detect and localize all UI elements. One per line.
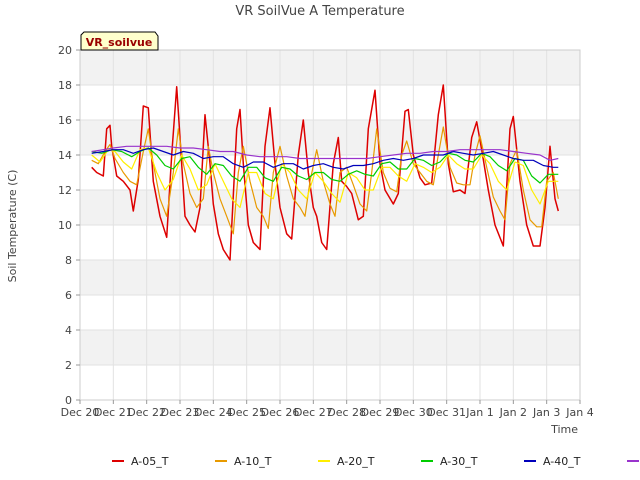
x-axis-label: Time (550, 423, 578, 436)
y-tick-label: 2 (65, 359, 72, 372)
y-tick-label: 20 (58, 44, 72, 57)
plot-band (80, 120, 580, 155)
series-layer (91, 84, 560, 261)
y-tick-label: 12 (58, 184, 72, 197)
series-line-A-30_T (91, 147, 559, 184)
y-axis-label: Soil Temperature (C) (6, 170, 19, 283)
x-tick-label: Dec 23 (161, 406, 200, 419)
y-tick-label: 4 (65, 324, 72, 337)
annotation-box: VR_soilvue (80, 31, 159, 51)
legend-label-A-30_T: A-30_T (440, 455, 478, 468)
series-line-A-10_T (91, 126, 559, 235)
annotation-box-shape (80, 31, 159, 51)
plot-band (80, 50, 580, 85)
legend-label-A-10_T: A-10_T (234, 455, 272, 468)
y-tick-label: 14 (58, 149, 72, 162)
x-tick-label: Dec 21 (94, 406, 133, 419)
x-tick-label: Dec 24 (194, 406, 233, 419)
y-tick-label: 0 (65, 394, 72, 407)
x-tick-label: Dec 29 (361, 406, 400, 419)
x-tick-label: Dec 31 (427, 406, 466, 419)
x-tick-label: Dec 22 (127, 406, 166, 419)
x-tick-label: Dec 25 (227, 406, 266, 419)
legend-label-A-40_T: A-40_T (543, 455, 581, 468)
series-line-A-50_T (91, 145, 559, 161)
x-tick-label: Dec 20 (61, 406, 100, 419)
series-line-A-20_T (91, 147, 559, 209)
x-tick-label: Jan 4 (565, 406, 593, 419)
legend-label-A-20_T: A-20_T (337, 455, 375, 468)
y-tick-label: 10 (58, 219, 72, 232)
x-tick-label: Dec 26 (261, 406, 300, 419)
x-tick-label: Dec 30 (394, 406, 433, 419)
legend: A-05_TA-10_TA-20_TA-30_TA-40_TA-50_T (112, 455, 639, 468)
y-tick-label: 16 (58, 114, 72, 127)
annotation-label: VR_soilvue (86, 36, 153, 49)
series-line-A-05_T (91, 84, 560, 261)
x-tick-label: Jan 3 (532, 406, 560, 419)
plot-band (80, 330, 580, 365)
x-tick-label: Dec 28 (327, 406, 366, 419)
chart-title: VR SoilVue A Temperature (235, 4, 404, 19)
y-axis-ticks: 0 2 4 6 8 10 12 14 16 18 20 (58, 44, 80, 407)
series-line-A-40_T (91, 147, 559, 170)
x-tick-label: Jan 2 (499, 406, 527, 419)
y-tick-label: 18 (58, 79, 72, 92)
legend-label-A-05_T: A-05_T (131, 455, 169, 468)
y-tick-label: 6 (65, 289, 72, 302)
x-tick-label: Jan 1 (465, 406, 493, 419)
plot-band (80, 260, 580, 295)
y-tick-label: 8 (65, 254, 72, 267)
x-tick-label: Dec 27 (294, 406, 333, 419)
